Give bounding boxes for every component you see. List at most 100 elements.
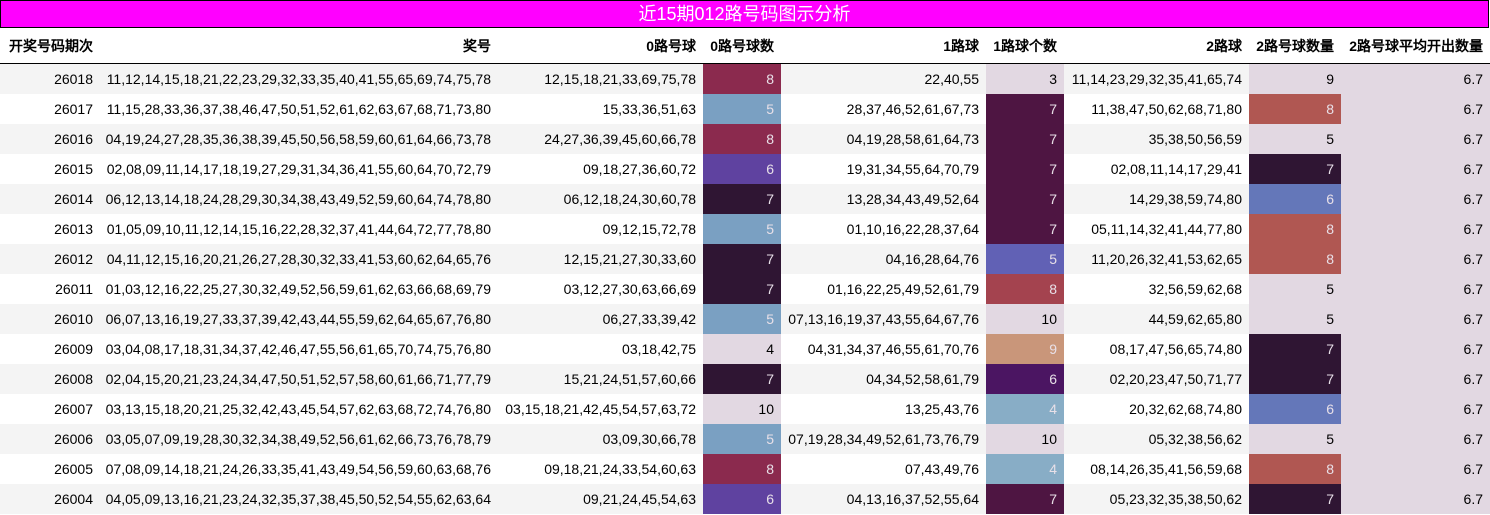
header-route2-average: 2路号球平均开出数量	[1341, 28, 1490, 64]
route2-balls-cell: 44,59,62,65,80	[1064, 304, 1249, 334]
route0-count-cell: 7	[703, 184, 781, 214]
route2-average-cell: 6.7	[1341, 394, 1490, 424]
route2-balls-cell: 14,29,38,59,74,80	[1064, 184, 1249, 214]
header-numbers: 奖号	[100, 28, 498, 64]
route0-count-cell: 6	[703, 154, 781, 184]
route0-balls-cell: 03,15,18,21,42,45,54,57,63,72	[498, 394, 703, 424]
route2-average-cell: 6.7	[1341, 154, 1490, 184]
issue-cell: 26007	[0, 394, 100, 424]
route2-count-cell: 5	[1249, 124, 1341, 154]
issue-cell: 26016	[0, 124, 100, 154]
issue-cell: 26005	[0, 454, 100, 484]
route2-balls-cell: 08,17,47,56,65,74,80	[1064, 334, 1249, 364]
route0-balls-cell: 03,18,42,75	[498, 334, 703, 364]
table-row: 26017 11,15,28,33,36,37,38,46,47,50,51,52…	[0, 94, 1490, 124]
route0-balls-cell: 03,09,30,66,78	[498, 424, 703, 454]
route0-count-cell: 10	[703, 394, 781, 424]
route1-count-cell: 7	[986, 94, 1064, 124]
issue-cell: 26013	[0, 214, 100, 244]
route0-count-cell: 7	[703, 274, 781, 304]
issue-cell: 26018	[0, 63, 100, 94]
route0-count-cell: 5	[703, 214, 781, 244]
route2-balls-cell: 20,32,62,68,74,80	[1064, 394, 1249, 424]
table-row: 26005 07,08,09,14,18,21,24,26,33,35,41,43…	[0, 454, 1490, 484]
route1-count-cell: 7	[986, 154, 1064, 184]
route0-count-cell: 6	[703, 484, 781, 514]
route1-count-cell: 7	[986, 484, 1064, 514]
numbers-cell: 02,08,09,11,14,17,18,19,27,29,31,34,36,4…	[100, 154, 498, 184]
route1-balls-cell: 13,28,34,43,49,52,64	[781, 184, 986, 214]
route2-average-cell: 6.7	[1341, 424, 1490, 454]
numbers-cell: 03,13,15,18,20,21,25,32,42,43,45,54,57,6…	[100, 394, 498, 424]
table-row: 26013 01,05,09,10,11,12,14,15,16,22,28,32…	[0, 214, 1490, 244]
route2-count-cell: 7	[1249, 364, 1341, 394]
route1-balls-cell: 04,19,28,58,61,64,73	[781, 124, 986, 154]
route2-balls-cell: 05,11,14,32,41,44,77,80	[1064, 214, 1249, 244]
table-row: 26015 02,08,09,11,14,17,18,19,27,29,31,34…	[0, 154, 1490, 184]
table-row: 26012 04,11,12,15,16,20,21,26,27,28,30,32…	[0, 244, 1490, 274]
route2-balls-cell: 05,32,38,56,62	[1064, 424, 1249, 454]
route0-count-cell: 4	[703, 334, 781, 364]
route0-count-cell: 5	[703, 424, 781, 454]
numbers-cell: 06,12,13,14,18,24,28,29,30,34,38,43,49,5…	[100, 184, 498, 214]
route0-count-cell: 8	[703, 454, 781, 484]
route2-count-cell: 5	[1249, 304, 1341, 334]
table-row: 26006 03,05,07,09,19,28,30,32,34,38,49,52…	[0, 424, 1490, 454]
numbers-cell: 06,07,13,16,19,27,33,37,39,42,43,44,55,5…	[100, 304, 498, 334]
header-route2-balls: 2路球	[1064, 28, 1249, 64]
route1-balls-cell: 07,19,28,34,49,52,61,73,76,79	[781, 424, 986, 454]
route0-balls-cell: 09,21,24,45,54,63	[498, 484, 703, 514]
route2-count-cell: 7	[1249, 154, 1341, 184]
numbers-cell: 03,04,08,17,18,31,34,37,42,46,47,55,56,6…	[100, 334, 498, 364]
header-issue: 开奖号码期次	[0, 28, 100, 64]
route2-average-cell: 6.7	[1341, 214, 1490, 244]
issue-cell: 26014	[0, 184, 100, 214]
route2-balls-cell: 32,56,59,62,68	[1064, 274, 1249, 304]
route2-count-cell: 8	[1249, 214, 1341, 244]
route2-balls-cell: 11,14,23,29,32,35,41,65,74	[1064, 63, 1249, 94]
issue-cell: 26008	[0, 364, 100, 394]
route2-average-cell: 6.7	[1341, 334, 1490, 364]
route2-average-cell: 6.7	[1341, 244, 1490, 274]
route2-average-cell: 6.7	[1341, 94, 1490, 124]
route1-count-cell: 10	[986, 424, 1064, 454]
route1-count-cell: 7	[986, 184, 1064, 214]
route2-count-cell: 7	[1249, 334, 1341, 364]
header-row: 开奖号码期次 奖号 0路号球 0路号球数 1路球 1路球个数 2路球 2路号球数…	[0, 28, 1490, 64]
route1-count-cell: 10	[986, 304, 1064, 334]
route2-average-cell: 6.7	[1341, 304, 1490, 334]
route2-count-cell: 8	[1249, 94, 1341, 124]
route0-count-cell: 7	[703, 364, 781, 394]
route1-balls-cell: 07,43,49,76	[781, 454, 986, 484]
route0-count-cell: 8	[703, 63, 781, 94]
route2-count-cell: 5	[1249, 424, 1341, 454]
route2-average-cell: 6.7	[1341, 63, 1490, 94]
header-route1-balls: 1路球	[781, 28, 986, 64]
numbers-cell: 11,15,28,33,36,37,38,46,47,50,51,52,61,6…	[100, 94, 498, 124]
route2-balls-cell: 35,38,50,56,59	[1064, 124, 1249, 154]
table-row: 26004 04,05,09,13,16,21,23,24,32,35,37,38…	[0, 484, 1490, 514]
route1-count-cell: 3	[986, 63, 1064, 94]
route0-balls-cell: 06,27,33,39,42	[498, 304, 703, 334]
route2-count-cell: 6	[1249, 184, 1341, 214]
page-title: 近15期012路号码图示分析	[0, 0, 1489, 28]
route1-count-cell: 7	[986, 214, 1064, 244]
route1-balls-cell: 13,25,43,76	[781, 394, 986, 424]
route0-count-cell: 8	[703, 124, 781, 154]
route1-balls-cell: 28,37,46,52,61,67,73	[781, 94, 986, 124]
table-row: 26008 02,04,15,20,21,23,24,34,47,50,51,52…	[0, 364, 1490, 394]
issue-cell: 26012	[0, 244, 100, 274]
route1-count-cell: 7	[986, 124, 1064, 154]
table-row: 26010 06,07,13,16,19,27,33,37,39,42,43,44…	[0, 304, 1490, 334]
route2-average-cell: 6.7	[1341, 274, 1490, 304]
route0-count-cell: 5	[703, 304, 781, 334]
numbers-cell: 03,05,07,09,19,28,30,32,34,38,49,52,56,6…	[100, 424, 498, 454]
numbers-cell: 02,04,15,20,21,23,24,34,47,50,51,52,57,5…	[100, 364, 498, 394]
route1-count-cell: 9	[986, 334, 1064, 364]
route0-balls-cell: 15,33,36,51,63	[498, 94, 703, 124]
header-route0-count: 0路号球数	[703, 28, 781, 64]
route1-count-cell: 4	[986, 454, 1064, 484]
header-route0-balls: 0路号球	[498, 28, 703, 64]
numbers-cell: 04,11,12,15,16,20,21,26,27,28,30,32,33,4…	[100, 244, 498, 274]
route2-average-cell: 6.7	[1341, 364, 1490, 394]
